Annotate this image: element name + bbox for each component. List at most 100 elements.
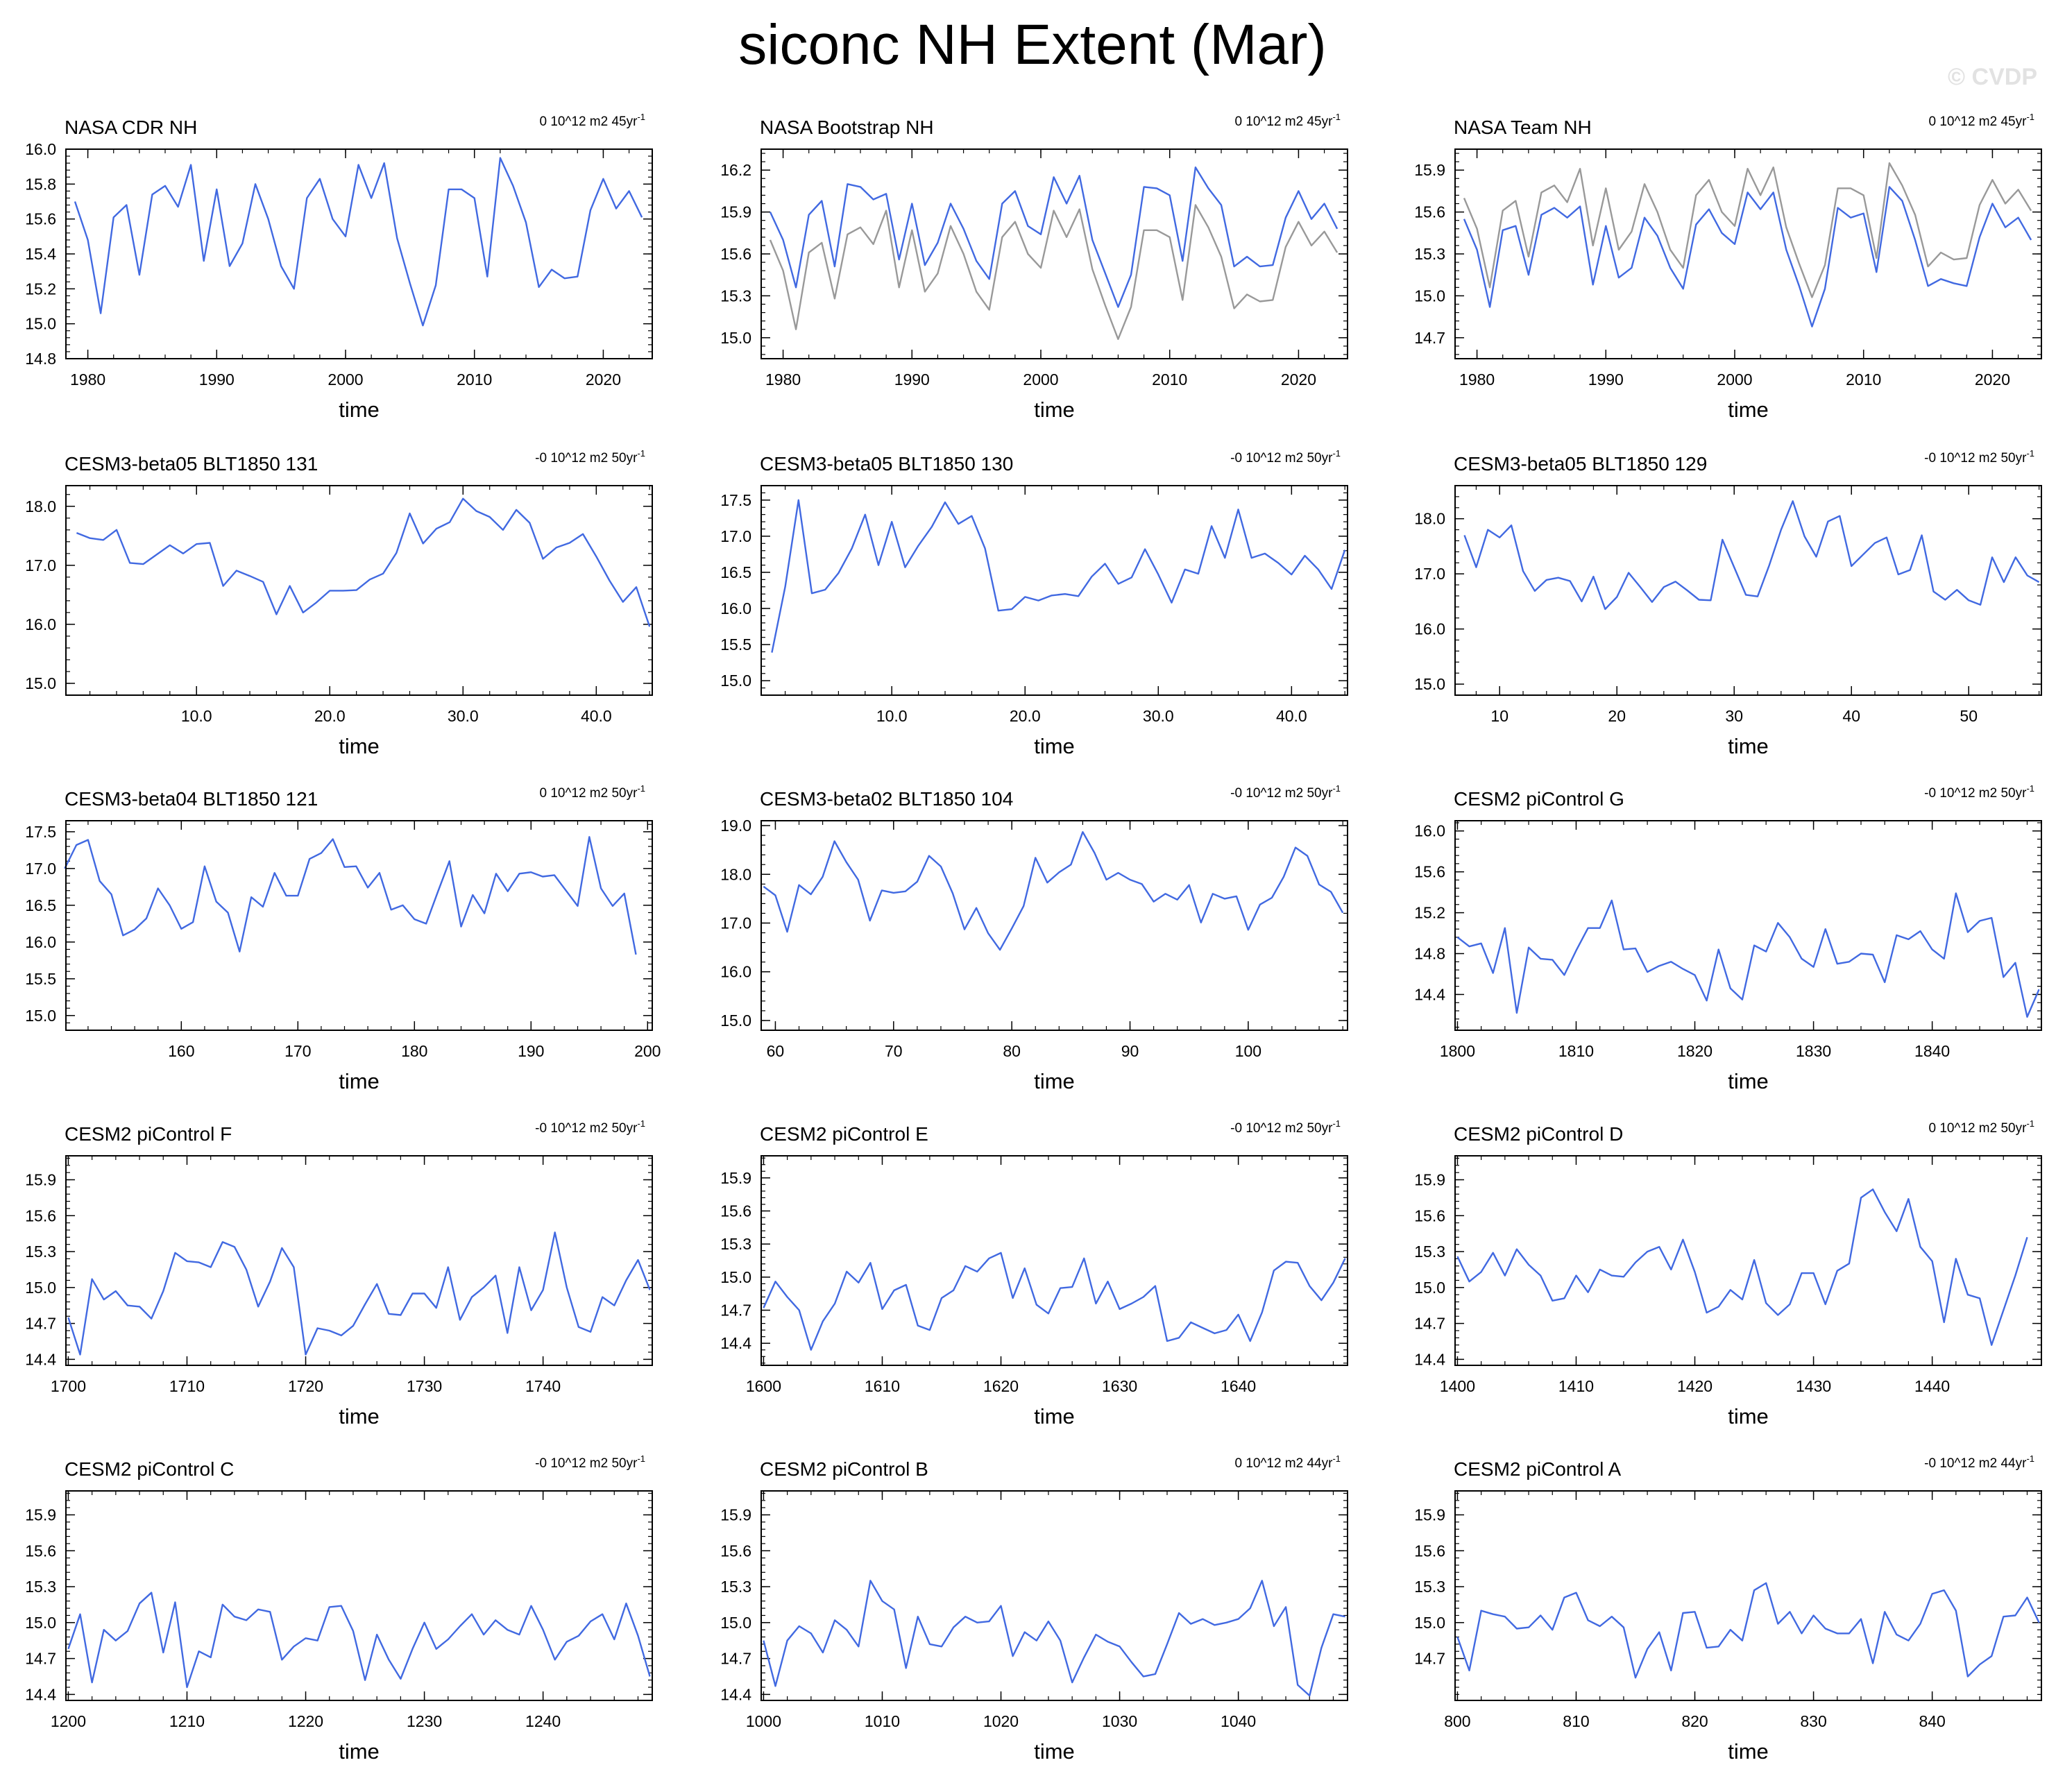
series-line [763,1580,1345,1697]
x-tick-label: 20.0 [1010,707,1041,725]
plot-frame [1454,148,2042,359]
x-tick-label: 800 [1444,1712,1470,1730]
trend-label: -0 10^12 m2 50yr-1 [1230,783,1341,801]
series-line [1456,1188,2028,1346]
y-tick-label: 16.5 [720,563,751,581]
y-tick-label: 15.0 [720,329,751,347]
x-tick-label: 200 [634,1042,661,1060]
x-tick-label: 2010 [1152,370,1187,389]
y-tick-label: 15.9 [720,1506,751,1524]
y-tick-label: 15.9 [25,1506,56,1524]
x-tick-label: 1020 [983,1712,1019,1730]
y-tick-label: 14.7 [1414,329,1445,347]
x-tick-label: 810 [1563,1712,1589,1730]
x-tick-label: 1810 [1558,1042,1594,1060]
x-axis-label: time [1034,398,1075,422]
y-tick-label: 14.7 [720,1302,751,1320]
x-tick-label: 1740 [525,1377,561,1395]
trend-label: 0 10^12 m2 45yr-1 [539,112,645,129]
series-line [1456,1582,2040,1679]
y-tick-label: 15.6 [720,1202,751,1220]
x-tick-label: 2000 [1717,370,1752,389]
chart-panel: NASA Bootstrap NH 0 10^12 m2 45yr-1 15.0 15… [720,112,1348,422]
x-tick-label: 1430 [1796,1377,1831,1395]
trend-superscript: -1 [637,1118,645,1129]
y-tick-label: 15.3 [25,1243,56,1261]
y-tick-label: 17.0 [720,527,751,545]
chart-panel: CESM3-beta04 BLT1850 121 0 10^12 m2 50yr-… [25,783,661,1093]
y-tick-label: 14.4 [720,1685,751,1703]
x-tick-label: 1840 [1914,1042,1950,1060]
series-line [763,830,1344,951]
x-axis-label: time [1034,734,1075,758]
series-line [67,1231,651,1356]
panel-title: CESM2 piControl A [1454,1458,1622,1480]
x-tick-label: 840 [1919,1712,1945,1730]
y-tick-label: 15.0 [25,1614,56,1632]
panel-title: CESM2 piControl D [1454,1123,1623,1145]
y-tick-label: 15.4 [25,245,56,263]
x-tick-label: 10.0 [876,707,908,725]
x-tick-label: 1200 [51,1712,86,1730]
trend-label: -0 10^12 m2 50yr-1 [535,448,645,466]
trend-superscript: -1 [1332,448,1341,459]
panel-title: CESM2 piControl C [65,1458,234,1480]
panel-title: NASA CDR NH [65,117,197,138]
x-tick-label: 1990 [199,370,235,389]
x-axis-label: time [339,398,380,422]
plot-frame [65,148,653,359]
y-tick-label: 15.9 [1414,1171,1445,1189]
y-tick-label: 15.6 [25,1206,56,1224]
trend-label: -0 10^12 m2 50yr-1 [1924,448,2034,466]
x-tick-label: 30.0 [448,707,479,725]
series-line [64,836,637,955]
plot-frame [760,1155,1348,1366]
y-tick-label: 15.3 [720,287,751,305]
trend-label: 0 10^12 m2 45yr-1 [1928,112,2034,129]
panel-title: CESM3-beta05 BLT1850 131 [65,453,318,475]
trend-superscript: -1 [637,112,645,122]
x-tick-label: 10.0 [181,707,212,725]
y-tick-label: 15.6 [25,1542,56,1560]
chart-panel: NASA CDR NH 0 10^12 m2 45yr-1 14.8 15.0 15.2… [25,112,653,422]
y-tick-label: 15.3 [720,1578,751,1596]
x-tick-label: 1830 [1796,1042,1831,1060]
y-tick-label: 17.0 [25,556,56,574]
x-tick-label: 2000 [1023,370,1058,389]
x-tick-label: 80 [1003,1042,1021,1060]
y-tick-label: 15.6 [720,245,751,263]
y-tick-label: 15.9 [720,1169,751,1187]
y-tick-label: 16.0 [1414,822,1445,840]
chart-panel: CESM2 piControl F -0 10^12 m2 50yr-1 14.4 1… [25,1118,653,1428]
x-tick-label: 1620 [983,1377,1019,1395]
y-tick-label: 16.0 [1414,620,1445,638]
x-tick-label: 1400 [1440,1377,1475,1395]
x-tick-label: 20.0 [314,707,346,725]
x-tick-label: 170 [284,1042,311,1060]
x-tick-label: 1820 [1677,1042,1713,1060]
y-tick-label: 16.0 [25,933,56,951]
x-tick-label: 1600 [746,1377,781,1395]
y-tick-label: 15.8 [25,175,56,193]
x-tick-label: 40.0 [1276,707,1307,725]
x-tick-label: 30 [1725,707,1743,725]
x-axis-label: time [339,1739,380,1764]
x-tick-label: 1240 [525,1712,561,1730]
trend-superscript: -1 [1332,112,1341,122]
x-tick-label: 1630 [1102,1377,1137,1395]
y-tick-label: 16.2 [720,161,751,179]
y-tick-label: 14.7 [1414,1315,1445,1333]
y-tick-label: 15.0 [1414,287,1445,305]
y-tick-label: 14.7 [25,1650,56,1668]
trend-label: -0 10^12 m2 44yr-1 [1924,1453,2034,1471]
x-axis-label: time [339,734,380,758]
y-tick-label: 16.5 [25,896,56,914]
x-tick-label: 100 [1235,1042,1261,1060]
x-tick-label: 20 [1608,707,1626,725]
chart-panel: CESM2 piControl G -0 10^12 m2 50yr-1 14.4 1… [1414,783,2042,1093]
x-tick-label: 1640 [1221,1377,1256,1395]
trend-superscript: -1 [2026,448,2034,459]
y-tick-label: 14.4 [1414,985,1445,1003]
x-axis-label: time [1034,1069,1075,1093]
